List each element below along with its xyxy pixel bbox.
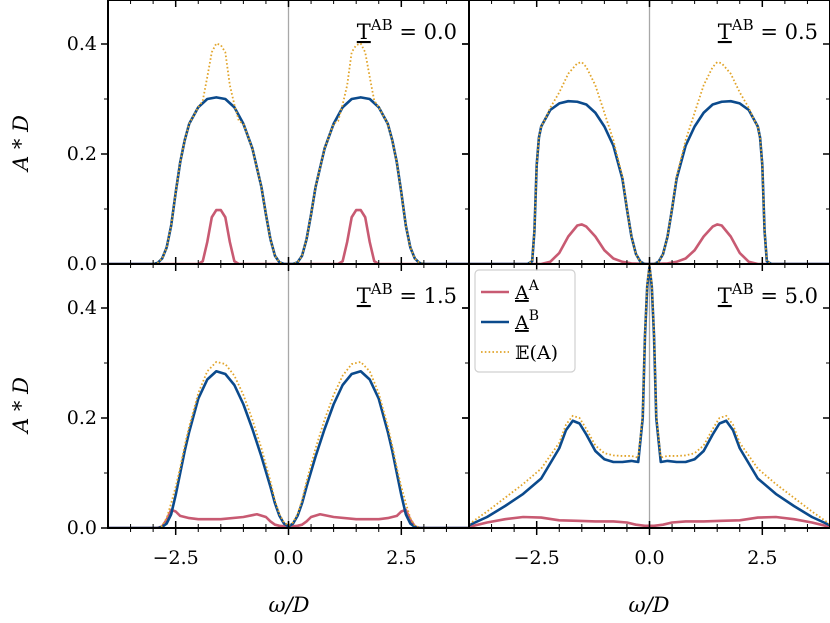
axis-labels: A * D A * D ω/D ω/D [9,115,670,617]
y-tick-label: 0.0 [67,517,97,539]
legend-label-a-a: AA [514,278,540,304]
x-axis-label-right: ω/D [628,593,669,617]
x-tick-label: 0.0 [273,547,303,569]
x-tick-label: 2.5 [747,547,777,569]
x-tick-label: 0.0 [634,547,664,569]
panel-1: 0.0 0.2 0.4 TAB = 0.0 [67,0,470,275]
series-line-a-b [469,99,830,264]
series-line-e-a [108,361,469,528]
series-line-a-a [469,223,830,264]
y-axis-label-top: A * D [9,115,33,173]
panel-3: 0.0 0.2 0.4 −2.5 0.0 2.5 TAB = 1.5 [67,263,470,569]
y-tick-label: 0.0 [67,253,97,275]
panel-title: TAB = 5.0 [718,280,818,308]
panel-title: TAB = 1.5 [357,280,457,308]
series-line-a-a [108,208,469,264]
y-tick-label: 0.4 [67,33,97,55]
panel-title: TAB = 0.5 [718,16,818,44]
x-tick-label: −2.5 [153,547,199,569]
x-tick-label: 2.5 [386,547,416,569]
panel-title: TAB = 0.0 [357,16,457,44]
x-tick-label: −2.5 [514,547,560,569]
panels-layer: 0.0 0.2 0.4 TAB = 0.0 TAB = 0.5 0.0 0.2 0.4 −2.5… [67,0,830,569]
y-tick-label: 0.4 [67,297,97,319]
legend-box [474,269,576,373]
y-axis-label-bottom: A * D [9,377,33,435]
panel-4: −2.5 0.0 2.5 TAB = 5.0 [462,263,830,569]
legend: AA AB 𝔼(A) [474,269,576,373]
x-axis-label-left: ω/D [268,593,309,617]
y-tick-label: 0.2 [67,407,97,429]
legend-label-e-a: 𝔼(A) [515,342,558,364]
series-line-e-a [469,264,830,525]
legend-label-a-b: AB [514,308,539,334]
panel-2: TAB = 0.5 [462,0,830,265]
y-tick-label: 0.2 [67,143,97,165]
